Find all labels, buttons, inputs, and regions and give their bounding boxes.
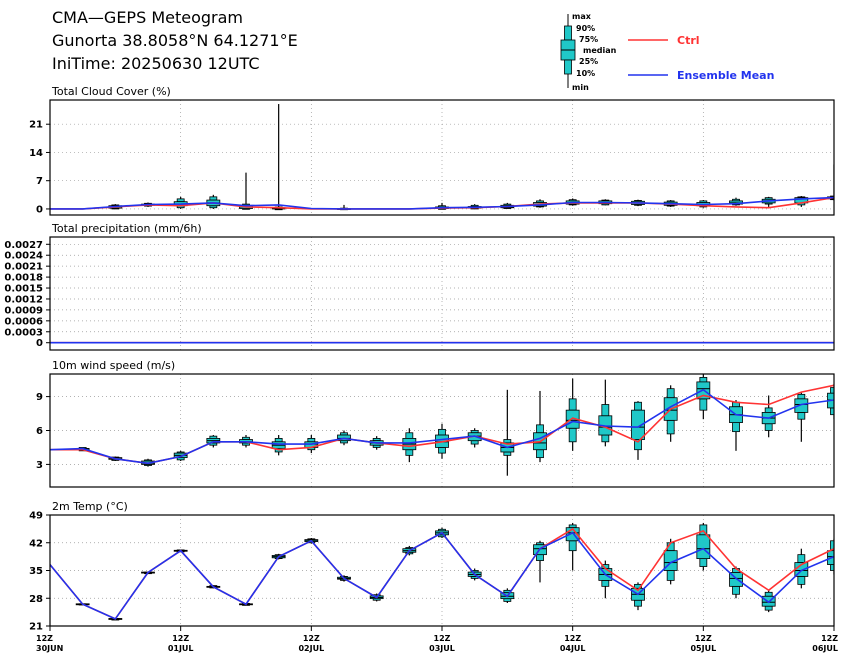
panel-2: 3 6 9 [36, 373, 835, 488]
panel-title-wind: 10m wind speed (m/s) [52, 359, 175, 372]
x-tick-hour: 12Z [303, 634, 320, 643]
ensemble-mean-line [50, 531, 834, 620]
x-tick-date: 30JUN [36, 644, 63, 653]
y-tick-label: 9 [36, 392, 43, 403]
y-tick-label: 6 [36, 426, 43, 437]
box-plot [565, 378, 580, 451]
x-tick-date: 06JUL [812, 644, 838, 653]
y-tick-label: 0.0006 [4, 316, 43, 327]
boxes-2 [75, 374, 834, 476]
y-tick-label: 0.0009 [4, 305, 43, 316]
legend-p75: 75% [579, 35, 598, 44]
x-tick-date: 02JUL [298, 644, 324, 653]
panel-3: 21 28 35 42 49 [29, 511, 835, 633]
x-tick-hour: 12Z [172, 634, 189, 643]
y-tick-label: 7 [36, 176, 43, 187]
box-plot [271, 104, 286, 211]
initime-label: IniTime: 20250630 12UTC [52, 54, 260, 73]
y-tick-label: 49 [29, 511, 43, 522]
location-label: Gunorta 38.8058°N 64.1271°E [52, 31, 298, 50]
y-tick-label: 0.0021 [4, 262, 43, 273]
y-tick-label: 35 [29, 566, 43, 577]
x-tick-hour: 12Z [36, 634, 53, 643]
boxes-0 [108, 104, 834, 211]
y-tick-label: 3 [36, 460, 43, 471]
legend-p90: 90% [576, 24, 595, 33]
box-plot [663, 538, 678, 585]
panel-0: 0 7 14 21 [29, 99, 835, 216]
legend-ctrl-label: Ctrl [677, 34, 700, 47]
ensemble-mean-line [50, 388, 834, 465]
box-plot [500, 389, 515, 476]
legend-min: min [572, 83, 589, 92]
y-tick-label: 42 [29, 538, 43, 549]
box-plot [729, 399, 743, 451]
y-tick-label: 0 [36, 204, 43, 215]
x-tick-hour: 12Z [564, 634, 581, 643]
ensemble-mean-line [50, 341, 834, 344]
box-plot [533, 390, 547, 463]
y-tick-label: 14 [29, 148, 43, 159]
legend-p25: 25% [579, 57, 598, 66]
y-tick-label: 0.0015 [4, 284, 43, 295]
legend-max: max [572, 12, 592, 21]
x-tick-date: 03JUL [429, 644, 455, 653]
box-plot [206, 435, 221, 448]
y-tick-label: 0 [36, 338, 43, 349]
panels: 07142100.00030.00060.00090.00120.00150.0… [4, 99, 835, 633]
panel-frame [49, 99, 835, 216]
panel-title-cloud: Total Cloud Cover (%) [51, 85, 171, 98]
x-axis: 12Z30JUN12Z01JUL12Z02JUL12Z03JUL12Z04JUL… [36, 626, 838, 653]
x-tick-date: 01JUL [168, 644, 194, 653]
x-tick-date: 04JUL [560, 644, 586, 653]
panel-frame [49, 373, 835, 488]
y-tick-label: 0.0018 [4, 273, 43, 284]
x-tick-hour: 12Z [821, 634, 838, 643]
y-tick-label: 28 [29, 594, 43, 605]
panel-title-temp: 2m Temp (°C) [52, 500, 128, 513]
box-plot [794, 392, 809, 442]
line-legend: Ctrl Ensemble Mean [628, 34, 774, 82]
legend-median: median [583, 46, 617, 55]
chart-title: CMA—GEPS Meteogram [52, 8, 243, 27]
x-tick-hour: 12Z [695, 634, 712, 643]
legend-p90-box [564, 25, 572, 41]
panel-1: 00.00030.00060.00090.00120.00150.00180.0… [4, 236, 835, 351]
y-tick-label: 0.0003 [4, 327, 43, 338]
box-plot [598, 560, 613, 599]
box-plot [402, 428, 417, 463]
box-plot [239, 172, 253, 210]
y-tick-label: 21 [29, 622, 43, 633]
legend-p10-box [564, 59, 572, 75]
box-plot [631, 401, 645, 460]
box-plot [206, 194, 221, 209]
panel-title-precip: Total precipitation (mm/6h) [51, 222, 202, 235]
x-tick-hour: 12Z [434, 634, 451, 643]
panel-frame [49, 236, 835, 351]
box-plot [173, 196, 188, 209]
legend-mean-label: Ensemble Mean [677, 69, 774, 82]
box-plot [271, 435, 286, 456]
y-tick-label: 0.0012 [4, 294, 43, 305]
box-plot [598, 379, 613, 447]
x-tick-date: 05JUL [690, 644, 716, 653]
y-tick-label: 0.0027 [4, 240, 43, 251]
legend-p10: 10% [576, 69, 595, 78]
box-legend: max 90% 75% median 25% 10% min [560, 12, 617, 92]
ensemble-mean-line [50, 196, 834, 210]
y-tick-label: 21 [29, 120, 43, 131]
boxes-3 [75, 522, 834, 621]
y-tick-label: 0.0024 [4, 251, 43, 262]
